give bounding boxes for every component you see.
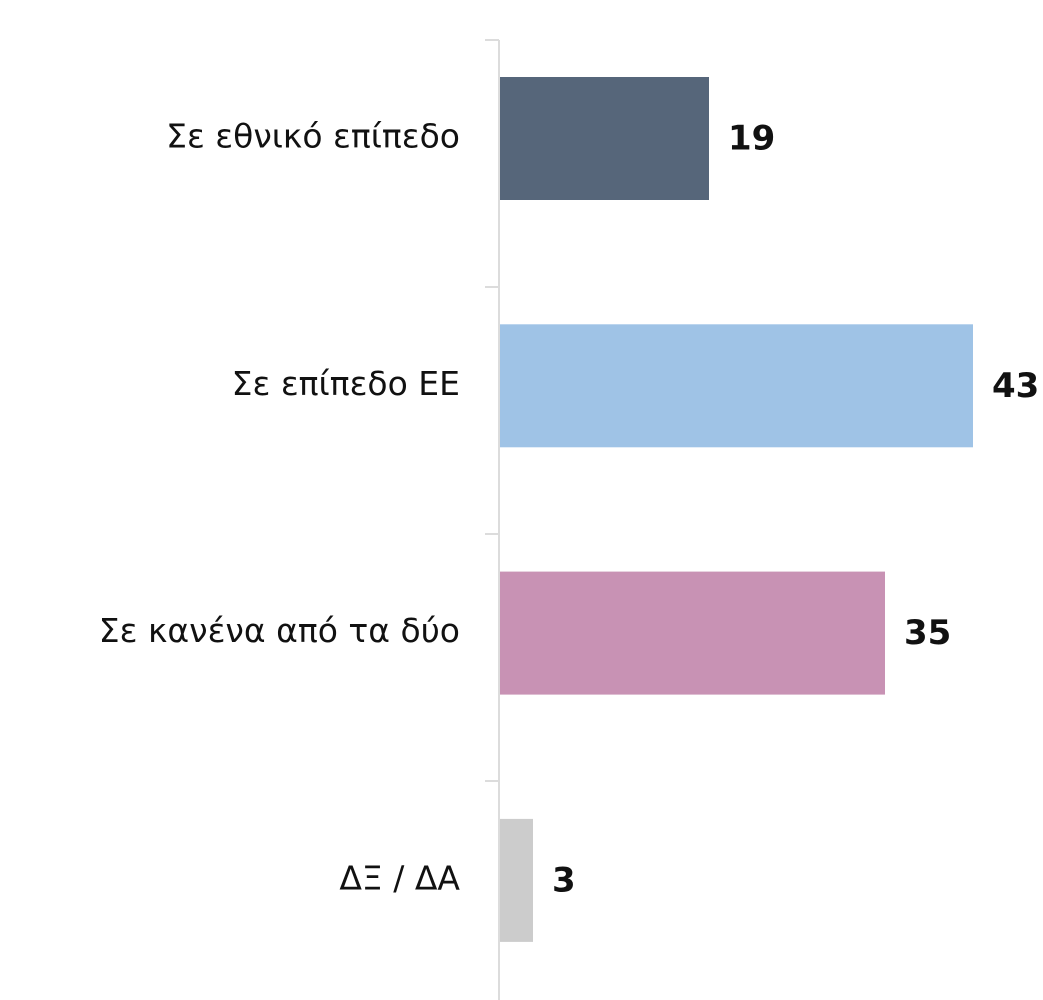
bar [500,77,709,200]
bar [500,818,533,942]
category-label: Σε εθνικό επίπεδο [166,117,460,156]
value-label: 35 [904,613,951,653]
value-label: 19 [728,119,775,159]
category-label: ΔΞ / ΔΑ [339,858,460,897]
value-label: 43 [992,366,1039,406]
category-label: Σε κανένα από τα δύο [99,611,460,650]
value-label: 3 [552,860,576,900]
bar [500,324,973,448]
bar [500,571,885,695]
category-label: Σε επίπεδο ΕΕ [232,364,460,403]
